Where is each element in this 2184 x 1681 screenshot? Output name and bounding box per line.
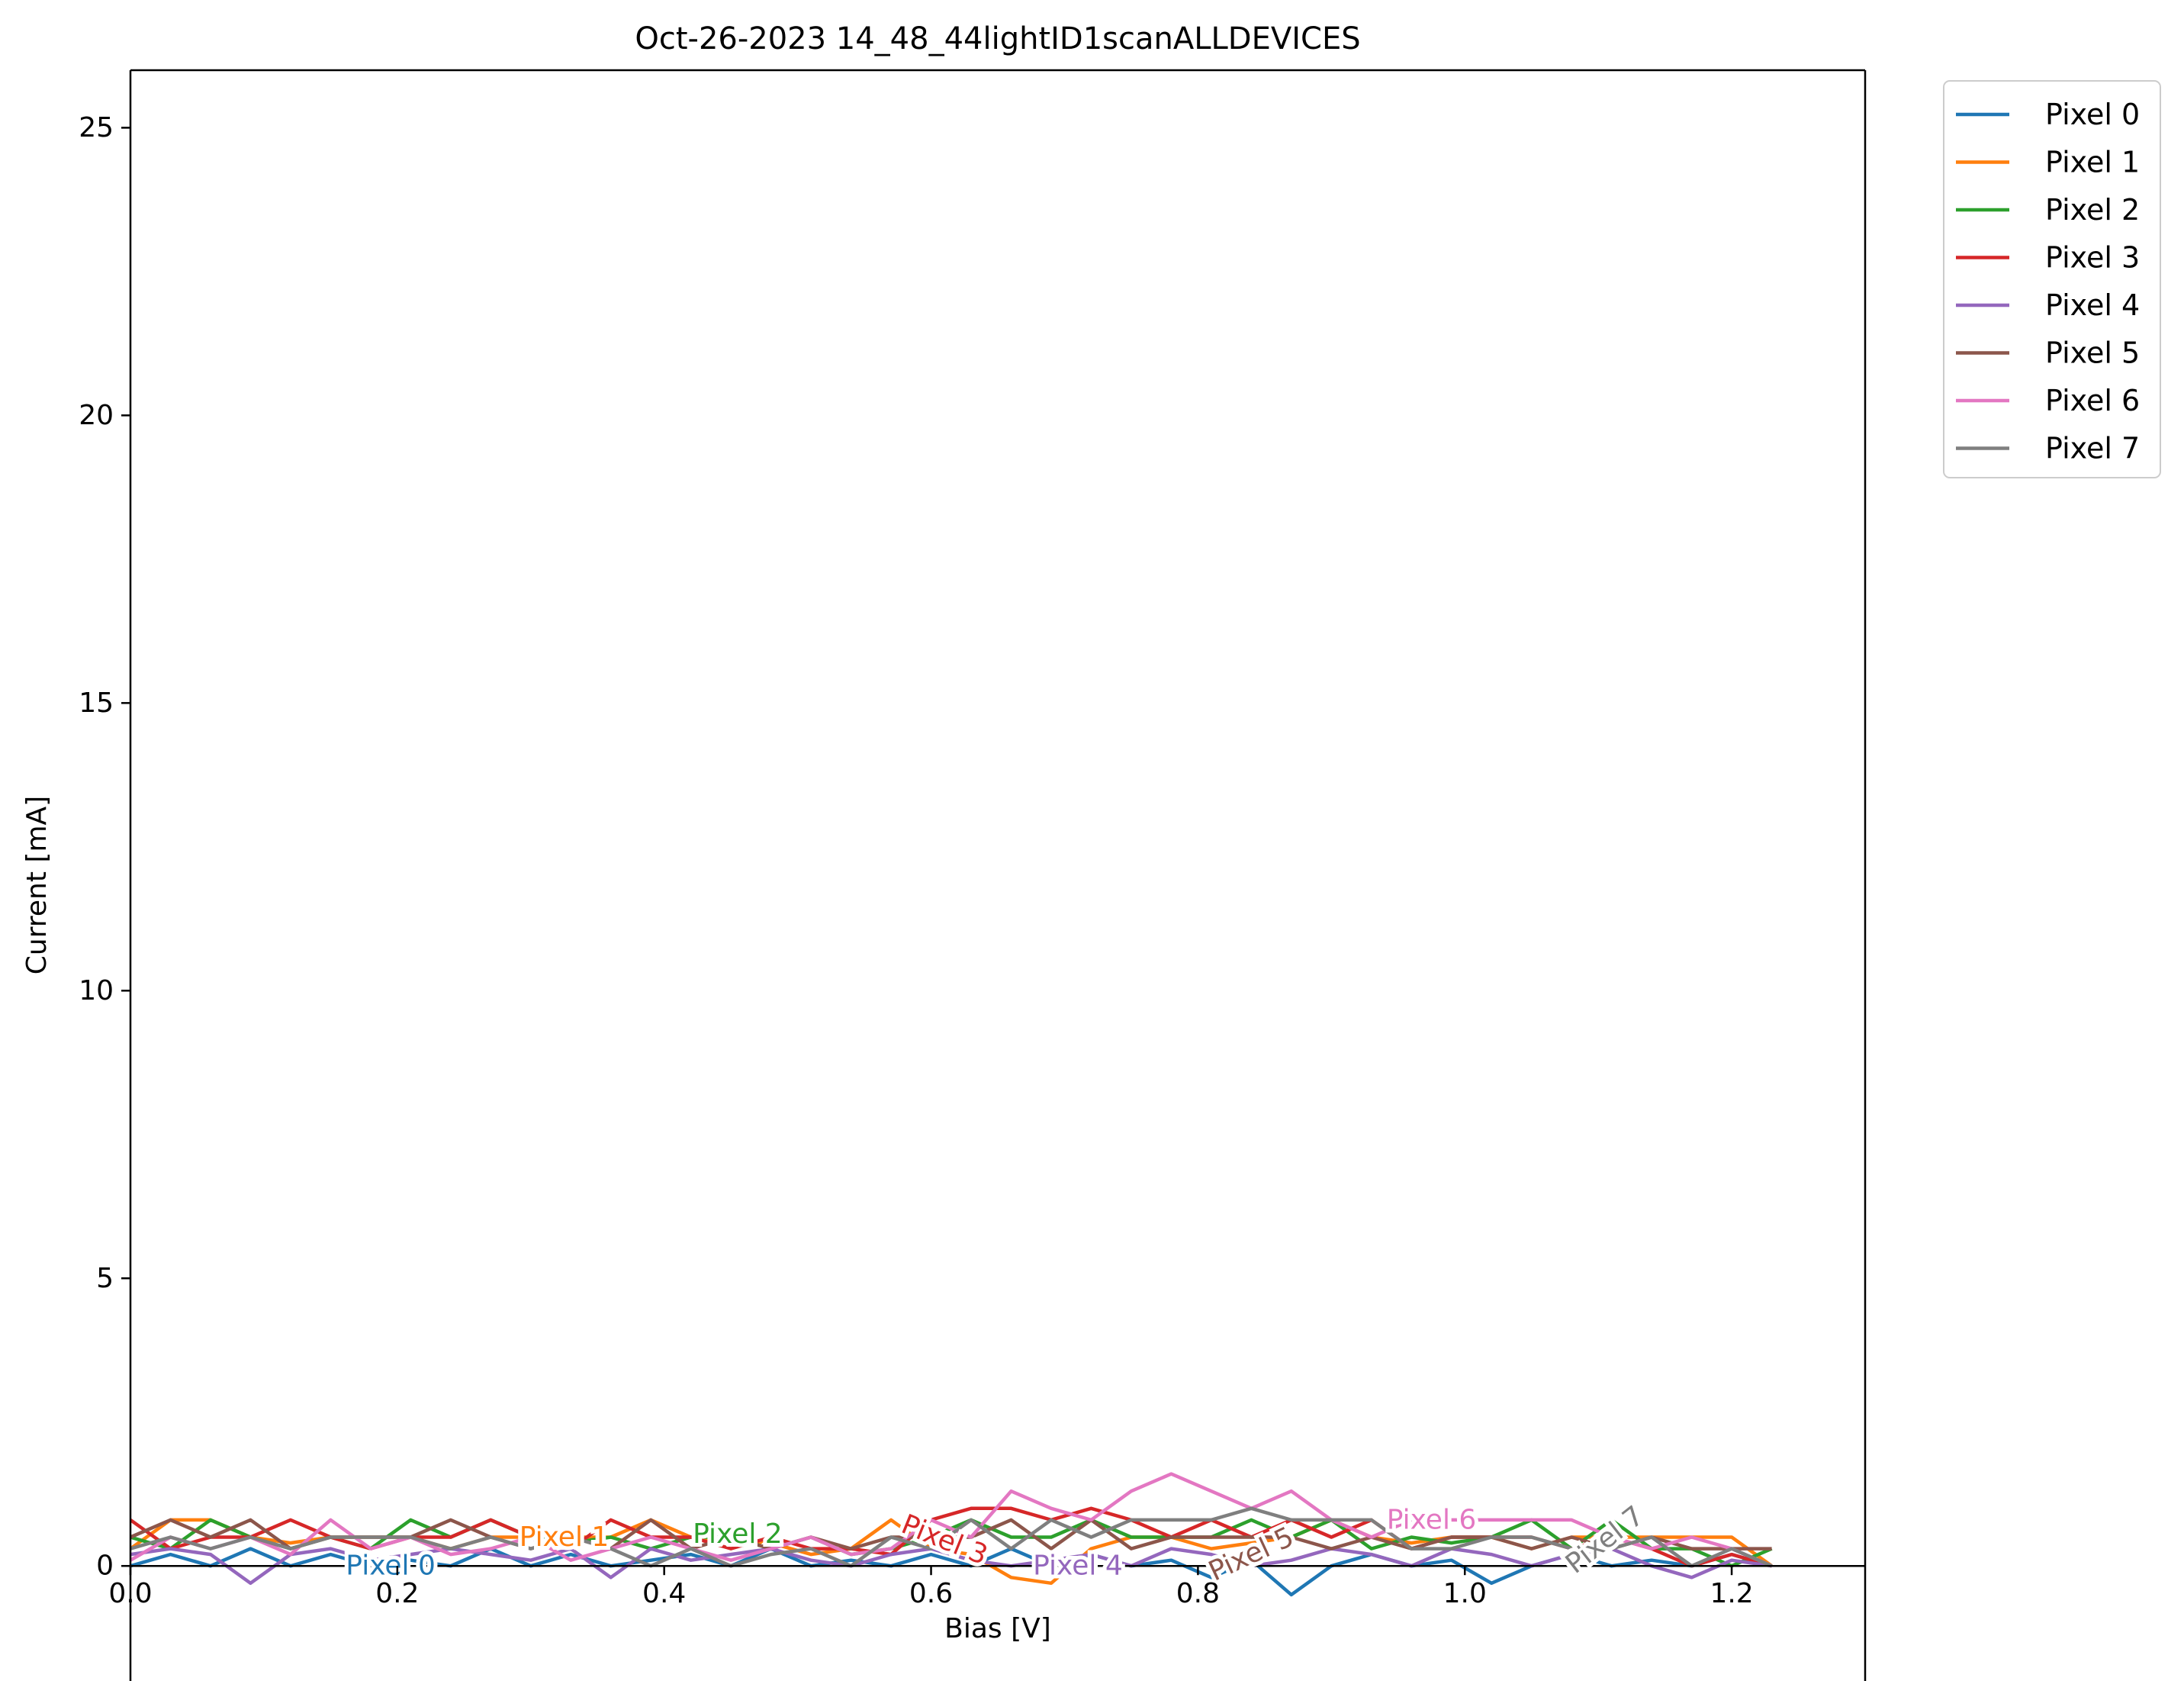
y-tick-label: 5 [96,1263,114,1294]
y-tick-label: 15 [79,688,114,719]
inline-label-text-pixel-1: Pixel 1 [519,1522,610,1553]
legend-label-pixel-0: Pixel 0 [2045,98,2140,131]
y-tick-label: 25 [79,112,114,143]
x-axis-label: Bias [V] [944,1613,1051,1644]
y-tick-label: 0 [96,1551,114,1582]
chart-title: Oct-26-2023 14_48_44lightID1scanALLDEVIC… [635,21,1360,56]
series-line-pixel-0 [130,1547,1773,1597]
inline-label-pixel-1: Pixel 1 [516,1518,613,1557]
plot-frame [129,69,1867,1681]
x-tick-label: 0.4 [642,1578,686,1609]
inline-label-pixel-2: Pixel 2 [689,1515,786,1554]
legend-label-pixel-3: Pixel 3 [2045,241,2140,275]
x-tick-label: 0.8 [1176,1578,1220,1609]
legend: Pixel 0 Pixel 1 Pixel 2 Pixel 3 Pixel 4 Pixel… [1943,80,2161,478]
inline-label-pixel-0: Pixel 0 [342,1547,439,1586]
legend-label-pixel-6: Pixel 6 [2045,384,2140,417]
inline-label-pixel-6: Pixel 6 [1383,1500,1481,1539]
legend-label-pixel-2: Pixel 2 [2045,193,2140,227]
legend-label-pixel-1: Pixel 1 [2045,146,2140,179]
inline-label-pixel-3: Pixel 3 [893,1505,996,1575]
legend-label-pixel-4: Pixel 4 [2045,288,2140,322]
x-tick-label: 0.6 [909,1578,953,1609]
y-axis-ticks: 0 5 10 15 20 25 [79,112,130,1582]
inline-label-text-pixel-3: Pixel 3 [897,1509,992,1571]
inline-label-text-pixel-0: Pixel 0 [346,1551,436,1582]
series-layer [130,1472,1773,1597]
x-axis-ticks: 0.0 0.2 0.4 0.6 0.8 1.0 1.2 [108,1566,1754,1609]
legend-box [1943,80,2161,478]
series-line-pixel-7 [130,1506,1773,1568]
inline-label-text-pixel-6: Pixel 6 [1387,1504,1477,1535]
series-line-pixel-4 [130,1547,1772,1586]
legend-label-pixel-5: Pixel 5 [2045,337,2140,370]
y-tick-label: 20 [79,400,114,431]
x-tick-label: 1.2 [1710,1578,1753,1609]
x-tick-label: 1.0 [1443,1578,1487,1609]
inline-label-text-pixel-2: Pixel 2 [693,1518,783,1550]
y-tick-label: 10 [79,975,114,1006]
inline-label-pixel-4: Pixel 4 [1029,1547,1127,1586]
x-tick-label: 0.2 [375,1578,419,1609]
y-axis-label: Current [mA] [21,796,53,974]
series-line-pixel-6 [130,1472,1773,1568]
legend-label-pixel-7: Pixel 7 [2045,432,2140,465]
x-tick-label: 0.0 [108,1578,152,1609]
inline-label-text-pixel-4: Pixel 4 [1033,1551,1123,1582]
